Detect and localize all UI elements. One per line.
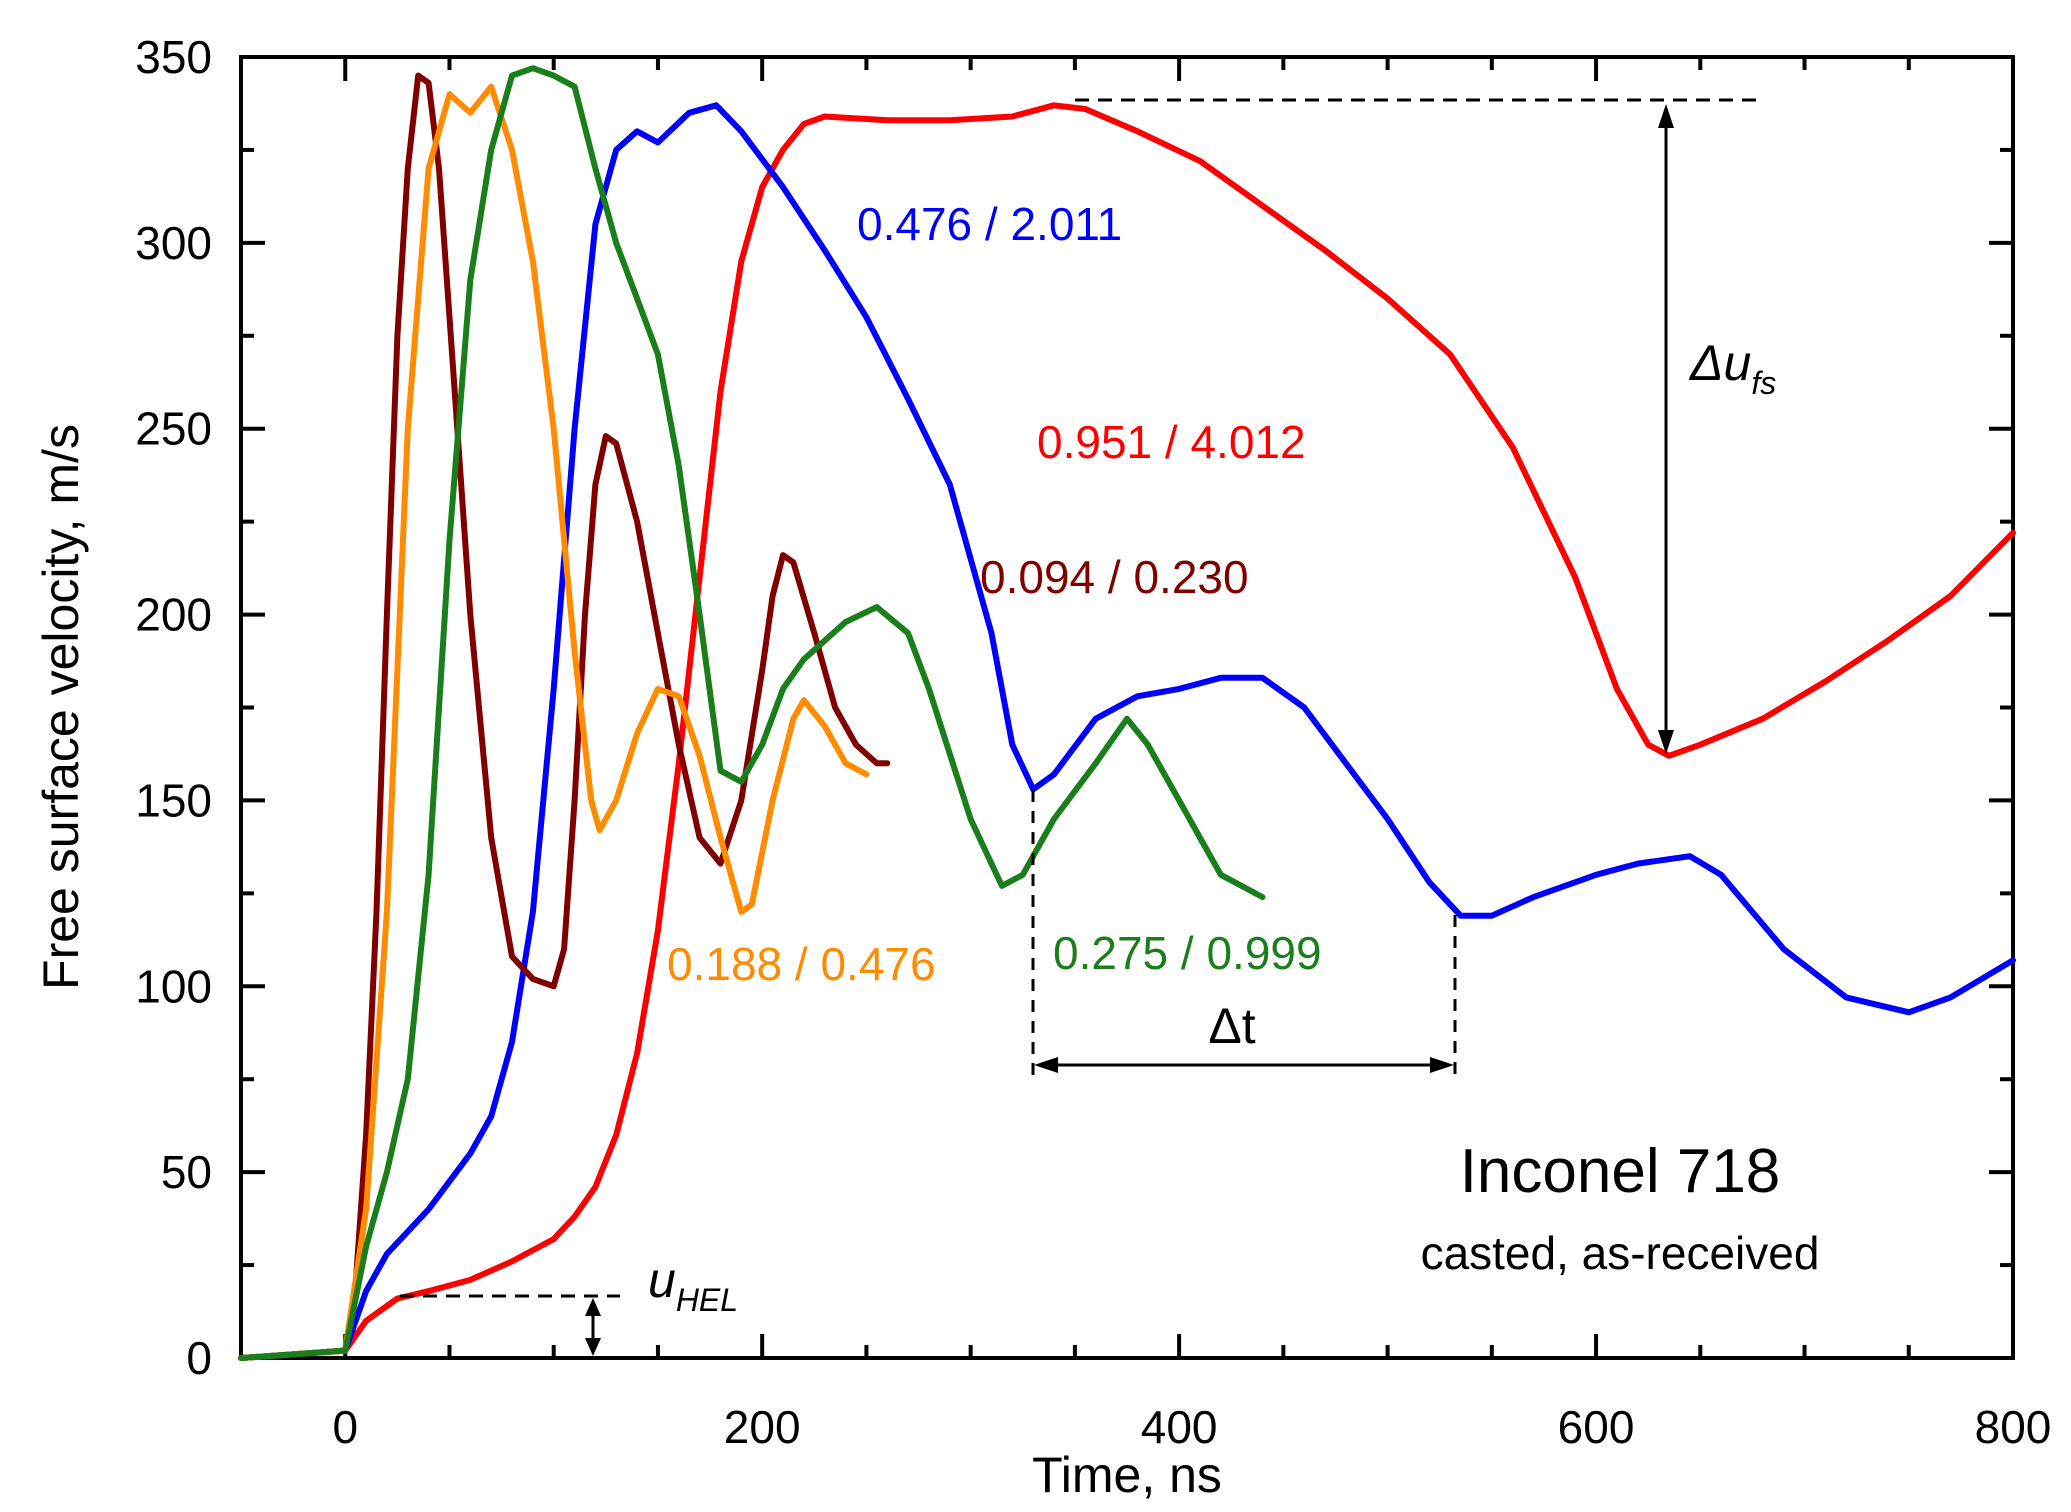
y-tick-label: 50 xyxy=(161,1146,212,1198)
x-tick-label: 400 xyxy=(1141,1401,1218,1453)
delta-t-text: Δt xyxy=(1208,998,1255,1054)
y-tick-label: 0 xyxy=(186,1332,212,1384)
series-label-0275: 0.275 / 0.999 xyxy=(1053,927,1322,979)
u-hel-text: u xyxy=(648,1252,676,1308)
y-axis-title: Free surface velocity, m/s xyxy=(33,424,89,990)
u-hel-annotation: uHEL xyxy=(400,1252,738,1356)
x-tick-label: 800 xyxy=(1975,1401,2052,1453)
y-tick-label: 150 xyxy=(135,774,212,826)
delta-u-fs-annotation: Δufs xyxy=(1075,98,1776,754)
y-tick-label: 350 xyxy=(135,31,212,83)
u-hel-subscript: HEL xyxy=(676,1282,738,1318)
x-tick-label: 600 xyxy=(1558,1401,1635,1453)
delta-u-fs-subscript: fs xyxy=(1751,365,1776,401)
y-tick-label: 100 xyxy=(135,960,212,1012)
series-line-1 xyxy=(238,102,2016,1361)
delta-t-annotation: Δt xyxy=(1031,790,1457,1078)
series-line-2 xyxy=(238,72,891,1361)
series-label-0094: 0.094 / 0.230 xyxy=(980,551,1249,603)
series-line-0 xyxy=(238,102,2016,1361)
series-label-0476: 0.476 / 2.011 xyxy=(857,198,1122,250)
series-line-3 xyxy=(238,83,870,1361)
series-label-0188: 0.188 / 0.476 xyxy=(667,938,936,990)
x-tick-label: 200 xyxy=(724,1401,801,1453)
tick-labels: 0 200 400 600 800 0 50 100 150 200 250 300 350 xyxy=(135,31,2051,1453)
series-lines xyxy=(238,65,2016,1361)
material-label: Inconel 718 xyxy=(1460,1137,1781,1206)
y-tick-label: 250 xyxy=(135,403,212,455)
y-tick-label: 300 xyxy=(135,217,212,269)
svg-text:uHEL: uHEL xyxy=(648,1252,738,1318)
x-tick-label: 0 xyxy=(332,1401,358,1453)
series-line-4 xyxy=(238,65,1266,1361)
series-label-0951: 0.951 / 4.012 xyxy=(1037,416,1306,468)
y-tick-label: 200 xyxy=(135,589,212,641)
delta-u-fs-text: Δu xyxy=(1689,335,1751,391)
x-axis-title: Time, ns xyxy=(1032,1447,1222,1503)
svg-text:Δufs: Δufs xyxy=(1689,335,1776,401)
condition-label: casted, as-received xyxy=(1421,1227,1820,1279)
